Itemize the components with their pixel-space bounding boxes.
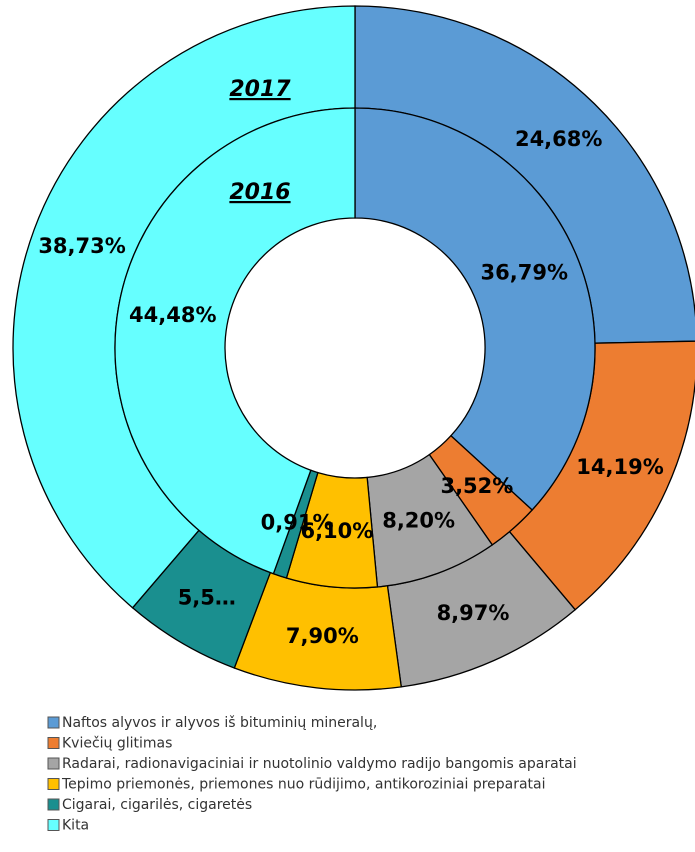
data-label: 14,19% [576,455,663,479]
series-label: 2016 [229,180,290,205]
legend-swatch [47,778,60,790]
data-label: 44,48% [129,303,216,327]
legend-swatch [47,737,60,749]
legend-label: Cigarai, cigarilės, cigaretės [62,797,252,813]
data-label: 24,68% [515,127,602,151]
legend-label: Radarai, radionavigaciniai ir nuotolinio… [62,756,577,772]
data-label: 7,90% [286,624,359,648]
data-label: 8,97% [437,601,510,625]
series-label: 2017 [229,77,291,102]
data-label: 6,10% [300,519,373,543]
legend-swatch [47,757,60,770]
legend-swatch [47,716,60,729]
legend-label: Kita [62,818,89,834]
legend-label: Kviečių glitimas [62,736,172,752]
slice [114,107,356,575]
data-label: 36,79% [481,260,568,284]
data-label: 3,52% [440,474,513,498]
data-label: 5,5… [178,585,236,609]
data-label: 38,73% [38,234,125,258]
legend-label: Naftos alyvos ir alyvos iš bituminių min… [62,715,377,731]
data-labels: 24,68% 14,19% 8,97% 7,90% 5,5… 38,73% 36,79% 3,… [38,127,663,648]
legend: Naftos alyvos ir alyvos iš bituminių min… [47,715,577,834]
data-label: 0,91% [261,511,334,535]
legend-swatch [47,798,60,811]
data-label: 8,20% [382,509,455,533]
legend-label: Tepimo priemonės, priemones nuo rūdijimo… [61,777,546,793]
legend-swatch [47,819,60,831]
slice [354,107,596,511]
rings [12,5,695,691]
